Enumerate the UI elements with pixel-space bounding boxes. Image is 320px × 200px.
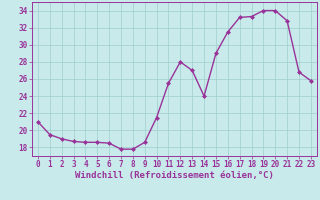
X-axis label: Windchill (Refroidissement éolien,°C): Windchill (Refroidissement éolien,°C) (75, 171, 274, 180)
